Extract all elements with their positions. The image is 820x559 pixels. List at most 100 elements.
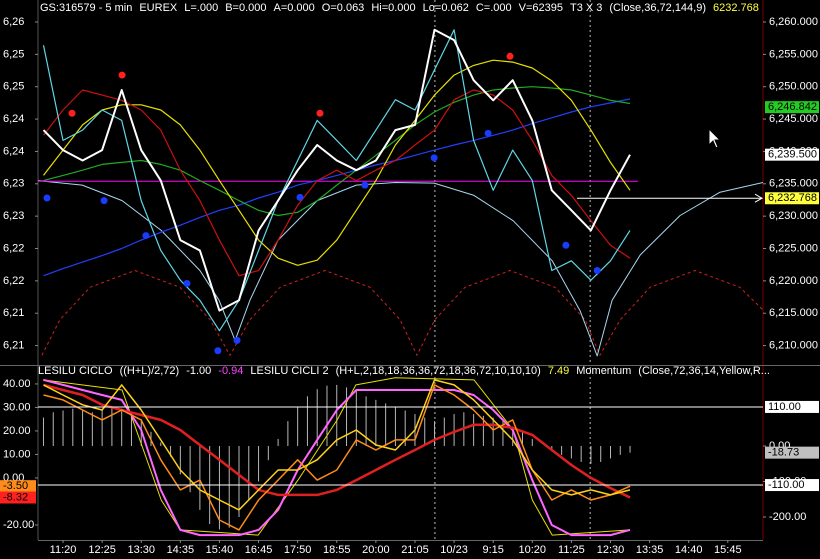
x-tick-label: 10/23	[440, 544, 468, 556]
x-tick-label: 16:45	[245, 544, 273, 556]
signal-dot	[593, 267, 601, 275]
x-tick-label: 12:30	[597, 544, 625, 556]
y-tick-label: 6,220.000	[769, 275, 818, 287]
header-text: (H+L,2,18,18,36,36,72,18,36,72,10,10,10)	[335, 365, 541, 377]
header-text: C=.000	[475, 2, 512, 14]
price-marker-label: -3.50	[3, 480, 28, 492]
series-line	[42, 28, 631, 312]
signal-dot	[68, 109, 76, 117]
x-tick-label: 15:40	[206, 544, 234, 556]
header-text: ((H+L)/2,72)	[119, 365, 180, 377]
price-marker-label: 6,232.768	[768, 192, 817, 204]
header-text: (Close,36,72,144,9)	[609, 2, 707, 14]
lower-header: LESILU CICLO ((H+L)/2,72) -1.00 -0.94 LESILU…	[38, 365, 770, 377]
header-text: V=62395	[518, 2, 563, 14]
price-marker-label: 110.00	[768, 401, 801, 413]
header-text: B=0.000	[225, 2, 267, 14]
header-text: LESILU CICLI 2	[250, 365, 329, 377]
y-tick-label: 6,245.000	[769, 113, 818, 125]
cursor-arrow	[708, 128, 722, 149]
price-marker	[0, 491, 36, 504]
series-line	[37, 180, 764, 357]
x-tick-label: 10:20	[519, 544, 547, 556]
series-line	[41, 270, 764, 356]
x-tick-label: 15:45	[714, 544, 742, 556]
header-text: GS:316579 - 5 min	[40, 2, 133, 14]
header-text: 7.49	[547, 365, 570, 377]
y-tick-label: 6,25	[3, 81, 24, 93]
y-tick-label: -200.00	[769, 511, 806, 523]
header-text: (Close,72,36,14,Yellow,R...	[638, 365, 770, 377]
signal-dot	[316, 109, 324, 117]
header-text: L=.000	[184, 2, 219, 14]
price-marker-label: 6,246.842	[768, 101, 817, 113]
price-marker	[765, 148, 819, 161]
y-tick-label: 6,21	[3, 307, 24, 319]
signal-dot	[214, 347, 222, 355]
header-text: -1.00	[186, 365, 212, 377]
signal-dot	[233, 336, 241, 344]
signal-dot	[43, 194, 51, 202]
y-tick-label: 40.00	[3, 378, 31, 390]
header-text: Lo=0.062	[422, 2, 469, 14]
y-tick-label: 6,23	[3, 178, 24, 190]
price-marker	[765, 479, 819, 492]
x-tick-label: 14:35	[167, 544, 195, 556]
x-tick-label: 9:15	[482, 544, 503, 556]
series-line	[43, 89, 631, 277]
price-arrow-head	[754, 193, 764, 203]
signal-dot	[361, 181, 369, 189]
upper-header: GS:316579 - 5 min EUREX L=.000 B=0.000 A=0.0…	[40, 2, 759, 14]
price-marker	[765, 192, 819, 205]
x-tick-label: 21:05	[401, 544, 429, 556]
price-marker	[765, 446, 819, 459]
y-tick-label: 6,22	[3, 275, 24, 287]
signal-dot	[484, 129, 492, 137]
header-text: Hi=0.000	[371, 2, 416, 14]
y-tick-label: 6,260.000	[769, 16, 818, 28]
price-marker-label: -110.00	[768, 479, 805, 491]
mouse-cursor	[708, 128, 722, 149]
signal-dot	[183, 279, 191, 287]
y-tick-label: 6,215.000	[769, 307, 818, 319]
price-marker-label: -18.73	[768, 447, 799, 459]
x-tick-label: 11:20	[50, 544, 77, 556]
price-marker-label: 6,239.500	[768, 149, 817, 161]
x-tick-label: 11:25	[558, 544, 585, 556]
y-tick-label: 20.00	[3, 425, 31, 437]
signal-dot	[430, 154, 438, 162]
y-tick-label: 30.00	[3, 401, 31, 413]
x-tick-label: 18:55	[323, 544, 351, 556]
price-marker-label: -8.32	[3, 491, 28, 503]
y-tick-label: -20.00	[3, 519, 34, 531]
y-tick-label: 6,210.000	[769, 339, 818, 351]
signal-dot	[100, 197, 108, 205]
y-tick-label: 6,250.000	[769, 81, 818, 93]
y-tick-label: 6,23	[3, 210, 24, 222]
signal-dot	[142, 232, 150, 240]
series-line	[43, 383, 631, 499]
y-tick-label: 6,235.000	[769, 178, 818, 190]
header-text: T3 X 3	[569, 2, 603, 14]
y-tick-label: 6,26	[3, 16, 24, 28]
y-tick-label: 6,22	[3, 242, 24, 254]
header-text: Momentum	[576, 365, 632, 377]
price-marker	[0, 480, 36, 493]
series-line	[43, 377, 631, 536]
header-text: -0.94	[218, 365, 244, 377]
x-tick-label: 20:00	[362, 544, 390, 556]
signal-dot	[562, 241, 570, 249]
y-tick-label: 10.00	[3, 448, 31, 460]
y-tick-label: 6,24	[3, 113, 24, 125]
signal-dot	[296, 193, 304, 201]
header-text: A=0.000	[273, 2, 315, 14]
y-tick-label: 6,25	[3, 48, 24, 60]
x-tick-label: 17:50	[284, 544, 312, 556]
y-tick-label: 6,255.000	[769, 48, 818, 60]
header-text: O=0.063	[321, 2, 365, 14]
price-marker	[765, 400, 819, 413]
y-tick-label: 6,21	[3, 339, 24, 351]
